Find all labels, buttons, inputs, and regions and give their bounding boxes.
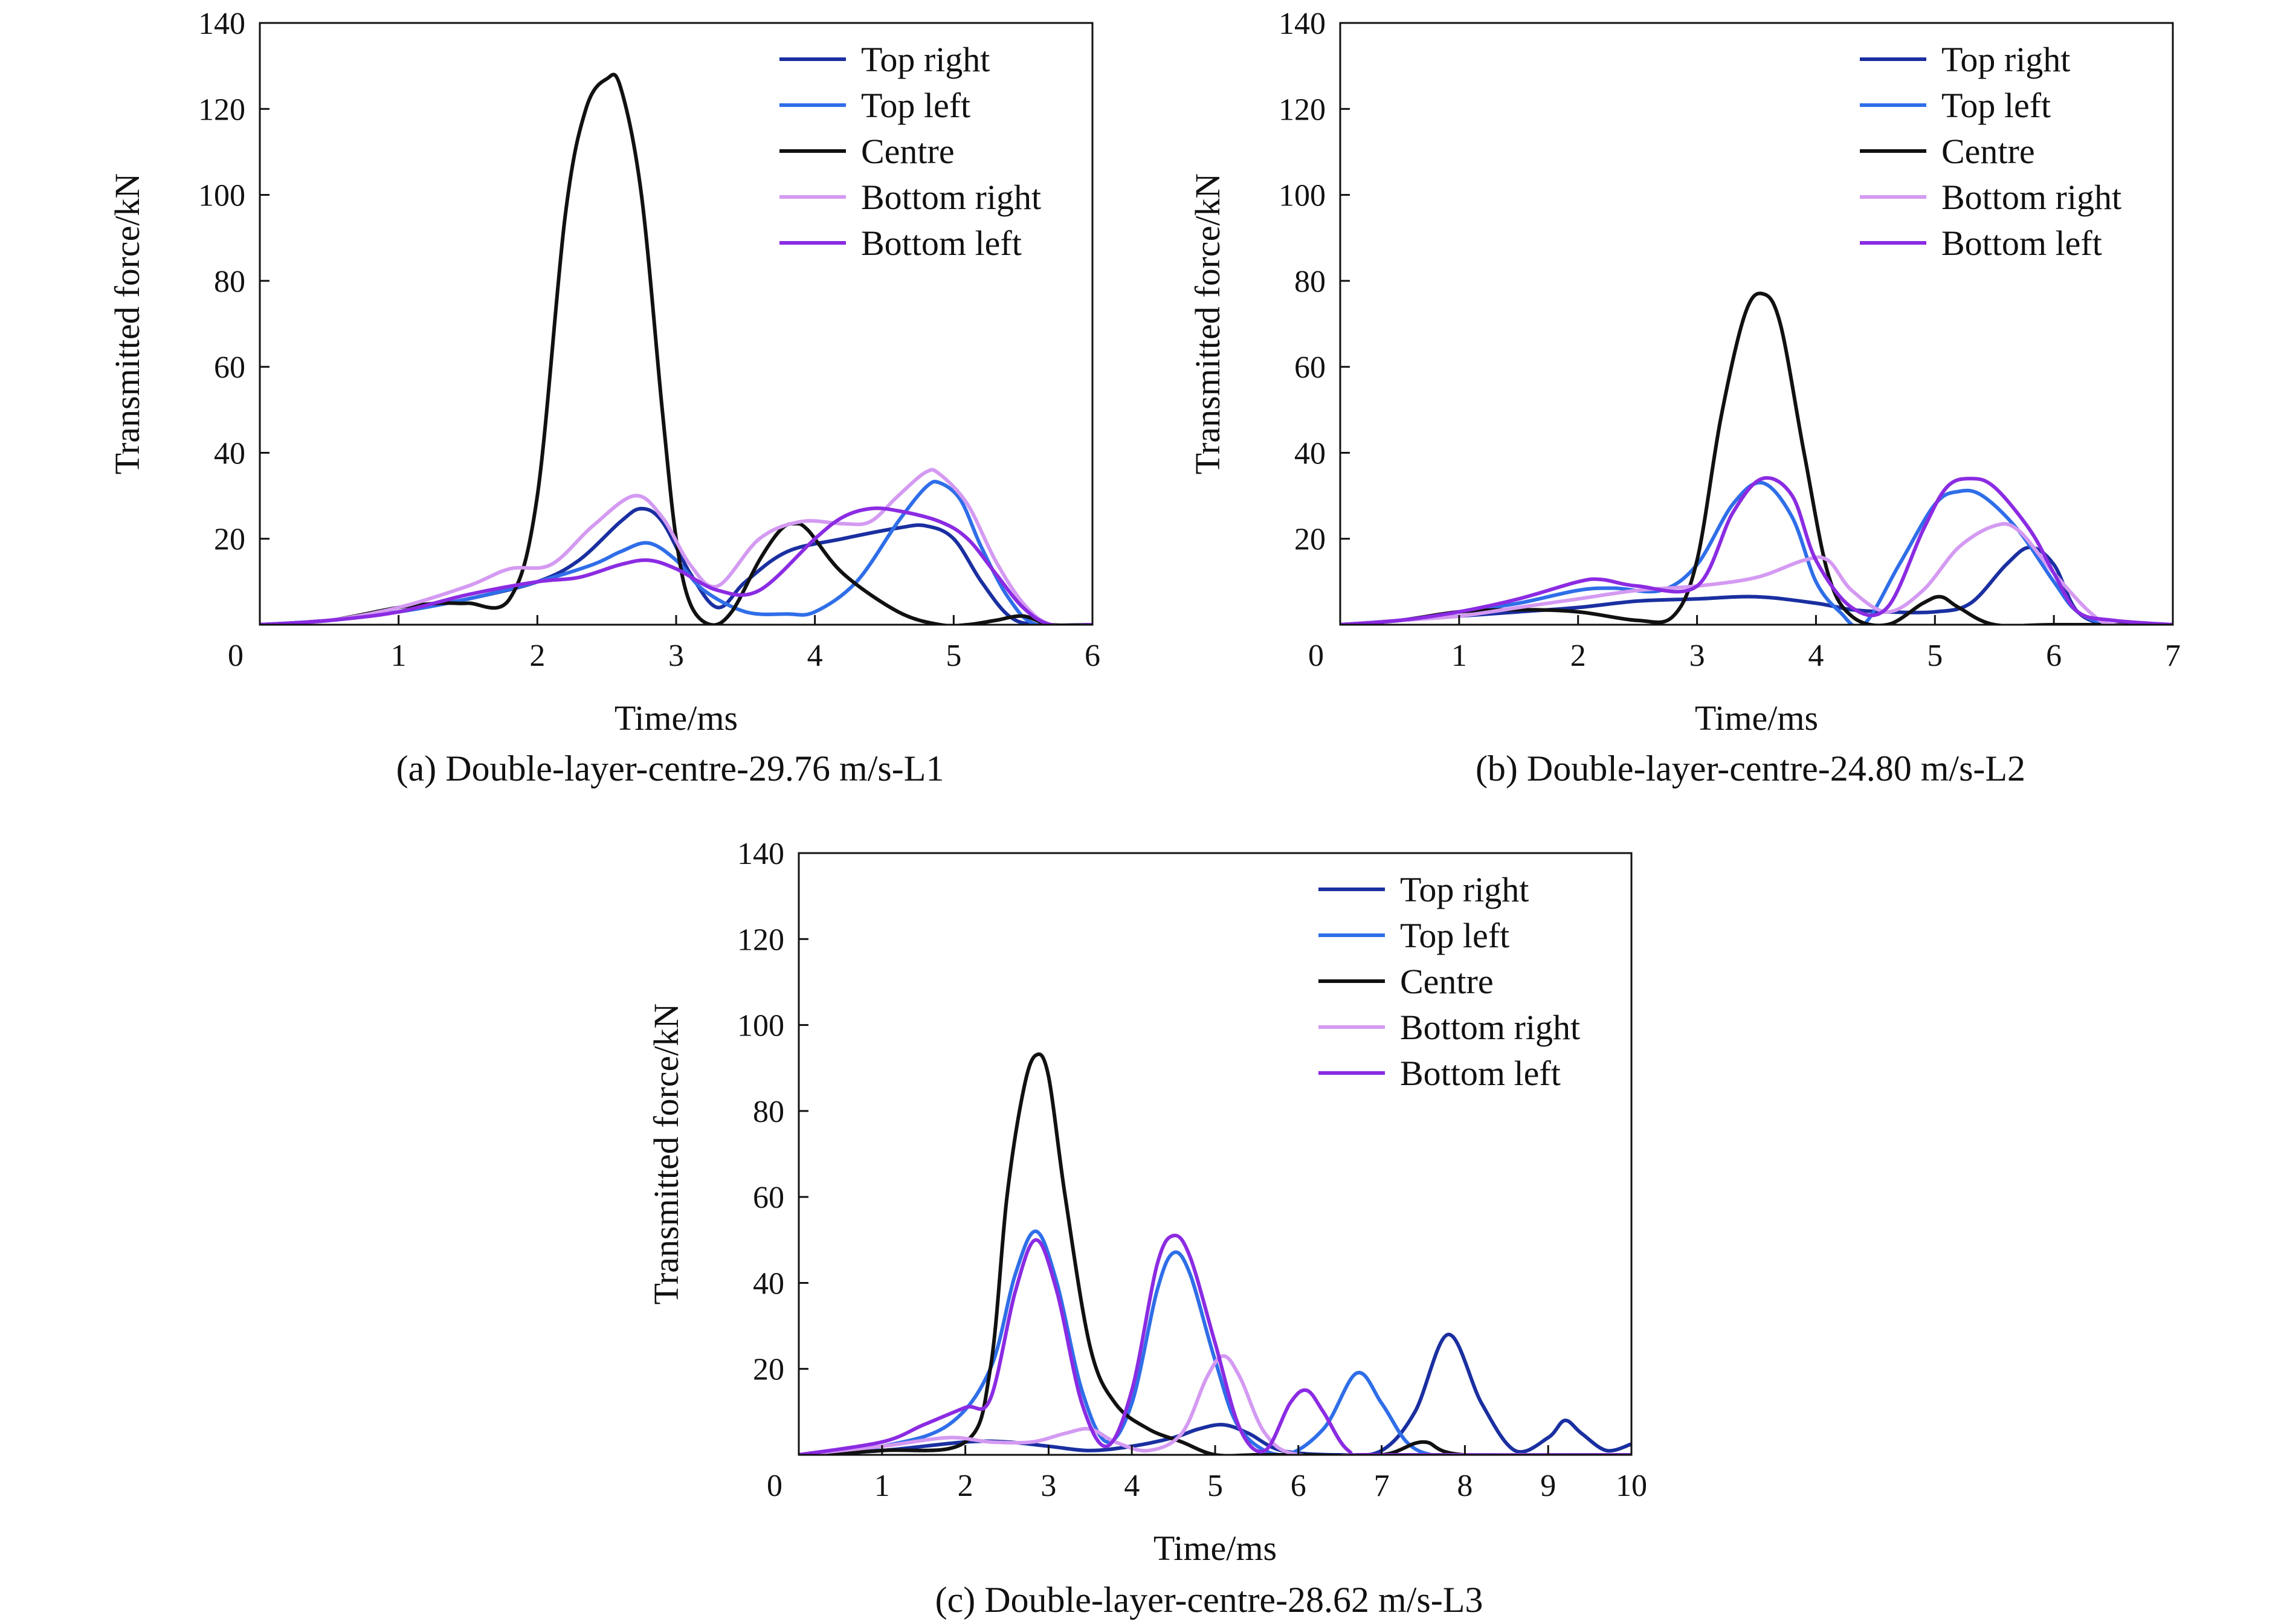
x-tick-label: 3 xyxy=(1689,639,1705,673)
x-tick-label: 4 xyxy=(1808,639,1824,673)
x-tick-label: 3 xyxy=(668,639,684,673)
chart-caption: (c) Double-layer-centre-28.62 m/s-L3 xyxy=(935,1580,1483,1620)
legend-label: Centre xyxy=(1400,962,1494,1001)
x-axis-label: Time/ms xyxy=(1695,698,1818,738)
x-tick-label: 6 xyxy=(1085,639,1100,673)
x-tick-label: 1 xyxy=(391,639,407,673)
x-tick-label: 6 xyxy=(1291,1469,1306,1503)
series-line-bottom-left xyxy=(260,506,1092,625)
x-tick-label: 0 xyxy=(228,639,244,673)
legend-label: Bottom right xyxy=(861,178,1041,217)
x-tick-label: 8 xyxy=(1457,1469,1473,1503)
series-lines xyxy=(799,1052,1631,1455)
y-tick-label: 40 xyxy=(753,1266,784,1301)
series-line-centre xyxy=(260,72,1092,625)
legend-label: Bottom left xyxy=(1941,224,2102,263)
legend-label: Bottom left xyxy=(1400,1054,1561,1093)
y-tick-label: 140 xyxy=(1279,7,1326,41)
y-tick-label: 20 xyxy=(753,1353,784,1387)
y-tick-label: 60 xyxy=(214,350,245,385)
x-tick-label: 5 xyxy=(946,639,961,673)
y-tick-label: 100 xyxy=(198,179,245,213)
series-line-centre xyxy=(799,1052,1631,1455)
x-tick-label: 2 xyxy=(529,639,545,673)
y-tick-label: 40 xyxy=(1294,436,1326,471)
legend-label: Top left xyxy=(1941,86,2051,125)
series-line-bottom-left xyxy=(799,1233,1631,1455)
x-tick-label: 1 xyxy=(1451,639,1467,673)
x-axis-label: Time/ms xyxy=(615,698,738,738)
series-line-top-left xyxy=(260,480,1092,625)
series-line-bottom-right xyxy=(799,1354,1631,1455)
y-tick-label: 80 xyxy=(214,265,245,299)
legend-label: Bottom right xyxy=(1400,1008,1580,1047)
y-tick-label: 20 xyxy=(214,523,245,557)
series-lines xyxy=(260,72,1092,625)
x-tick-label: 10 xyxy=(1616,1469,1647,1503)
x-axis-label: Time/ms xyxy=(1153,1529,1277,1568)
chart-panel-a: 0 1 2 3 4 5 6 20 40 60 80 100 120 140 Time/ms Transmitt… xyxy=(108,7,1100,788)
x-tick-label: 2 xyxy=(1570,639,1586,673)
series-line-top-right xyxy=(1340,545,2173,625)
series-line-bottom-right xyxy=(260,468,1092,625)
legend-label: Bottom right xyxy=(1941,178,2121,217)
chart-caption: (a) Double-layer-centre-29.76 m/s-L1 xyxy=(396,749,944,788)
x-tick-label: 4 xyxy=(1124,1469,1140,1503)
y-tick-label: 140 xyxy=(737,837,784,871)
y-axis-label: Transmitted force/kN xyxy=(1188,173,1227,475)
x-tick-label: 7 xyxy=(1374,1469,1390,1503)
x-tick-label: 0 xyxy=(767,1469,782,1503)
x-tick-label: 7 xyxy=(2165,639,2181,673)
x-tick-label: 1 xyxy=(874,1469,890,1503)
series-line-centre xyxy=(1340,291,2173,625)
legend: Top right Top left Centre Bottom right Botto… xyxy=(779,40,1041,263)
legend-label: Bottom left xyxy=(861,224,1022,263)
legend-label: Top left xyxy=(1400,916,1509,955)
y-tick-label: 120 xyxy=(198,92,245,127)
series-line-top-left xyxy=(1340,480,2173,625)
x-tick-label: 2 xyxy=(958,1469,973,1503)
x-tick-label: 4 xyxy=(807,639,823,673)
y-tick-label: 100 xyxy=(1279,179,1326,213)
y-tick-label: 40 xyxy=(214,436,245,471)
x-tick-label: 6 xyxy=(2046,639,2062,673)
chart-panel-b: 0 1 2 3 4 5 6 7 20 40 60 80 100 120 140 Time/ms Transmit… xyxy=(1188,7,2181,788)
plot-frame xyxy=(1339,22,2174,626)
y-tick-label: 60 xyxy=(753,1181,784,1215)
series-lines xyxy=(1340,291,2173,625)
legend-label: Top right xyxy=(1400,870,1529,909)
x-tick-label: 9 xyxy=(1540,1469,1556,1503)
y-tick-label: 120 xyxy=(737,923,784,957)
series-line-top-left xyxy=(799,1229,1631,1455)
y-axis-label: Transmitted force/kN xyxy=(647,1004,686,1305)
chart-caption: (b) Double-layer-centre-24.80 m/s-L2 xyxy=(1476,749,2025,788)
legend-label: Centre xyxy=(861,132,955,171)
y-tick-label: 80 xyxy=(753,1095,784,1129)
y-tick-label: 20 xyxy=(1294,523,1326,557)
x-tick-label: 3 xyxy=(1040,1469,1056,1503)
legend: Top right Top left Centre Bottom right Botto… xyxy=(1860,40,2121,263)
y-tick-label: 100 xyxy=(737,1009,784,1043)
legend-label: Top right xyxy=(1941,40,2070,79)
chart-panel-c: 0 1 2 3 4 5 6 7 8 9 10 20 40 60 80 100 120 140 Time/ms Tran… xyxy=(647,837,1647,1620)
y-axis-label: Transmitted force/kN xyxy=(108,173,147,475)
legend-label: Top left xyxy=(861,86,970,125)
x-tick-label: 5 xyxy=(1927,639,1943,673)
y-tick-label: 80 xyxy=(1294,265,1326,299)
y-tick-label: 60 xyxy=(1294,350,1326,385)
y-tick-label: 140 xyxy=(198,7,245,41)
series-line-bottom-left xyxy=(1340,476,2173,625)
legend-label: Top right xyxy=(861,40,990,79)
legend-label: Centre xyxy=(1941,132,2035,171)
legend: Top right Top left Centre Bottom right Botto… xyxy=(1318,870,1580,1093)
x-tick-label: 5 xyxy=(1207,1469,1223,1503)
y-tick-label: 120 xyxy=(1279,92,1326,127)
x-tick-label: 0 xyxy=(1308,639,1324,673)
